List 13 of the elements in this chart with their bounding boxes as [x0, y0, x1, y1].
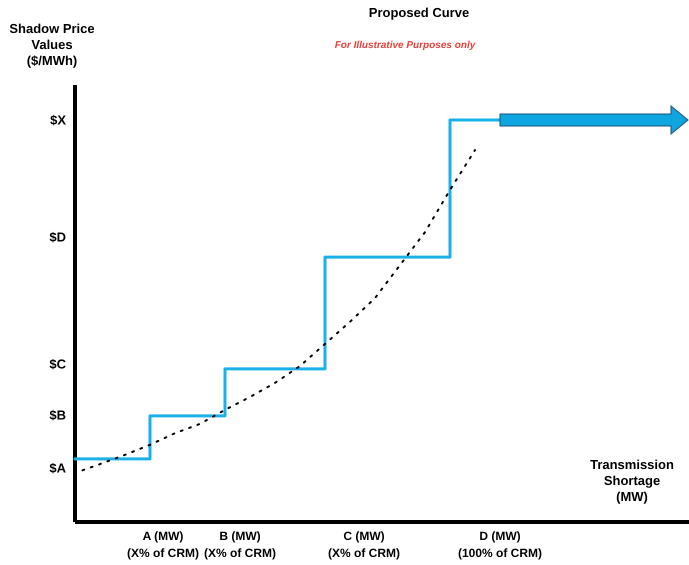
chart-title: Proposed Curve	[368, 5, 470, 20]
text: $A	[49, 460, 67, 476]
text: $D	[49, 230, 66, 245]
text: $C	[49, 356, 67, 372]
text: C (MW) (X% of CRM)	[328, 529, 400, 560]
y-axis-title: Shadow Price Values ($/MWh)	[9, 21, 95, 68]
text: $X	[50, 112, 66, 128]
chart-subtitle: For Illustrative Purposes only	[334, 40, 476, 51]
text: A (MW) (X% of CRM)	[127, 529, 199, 560]
text: D (MW) (100% of CRM)	[458, 529, 542, 560]
text: B (MW) (X% of CRM)	[204, 529, 276, 560]
x-axis-title: Transmission Shortage (MW)	[590, 457, 674, 504]
text: $B	[49, 408, 66, 423]
